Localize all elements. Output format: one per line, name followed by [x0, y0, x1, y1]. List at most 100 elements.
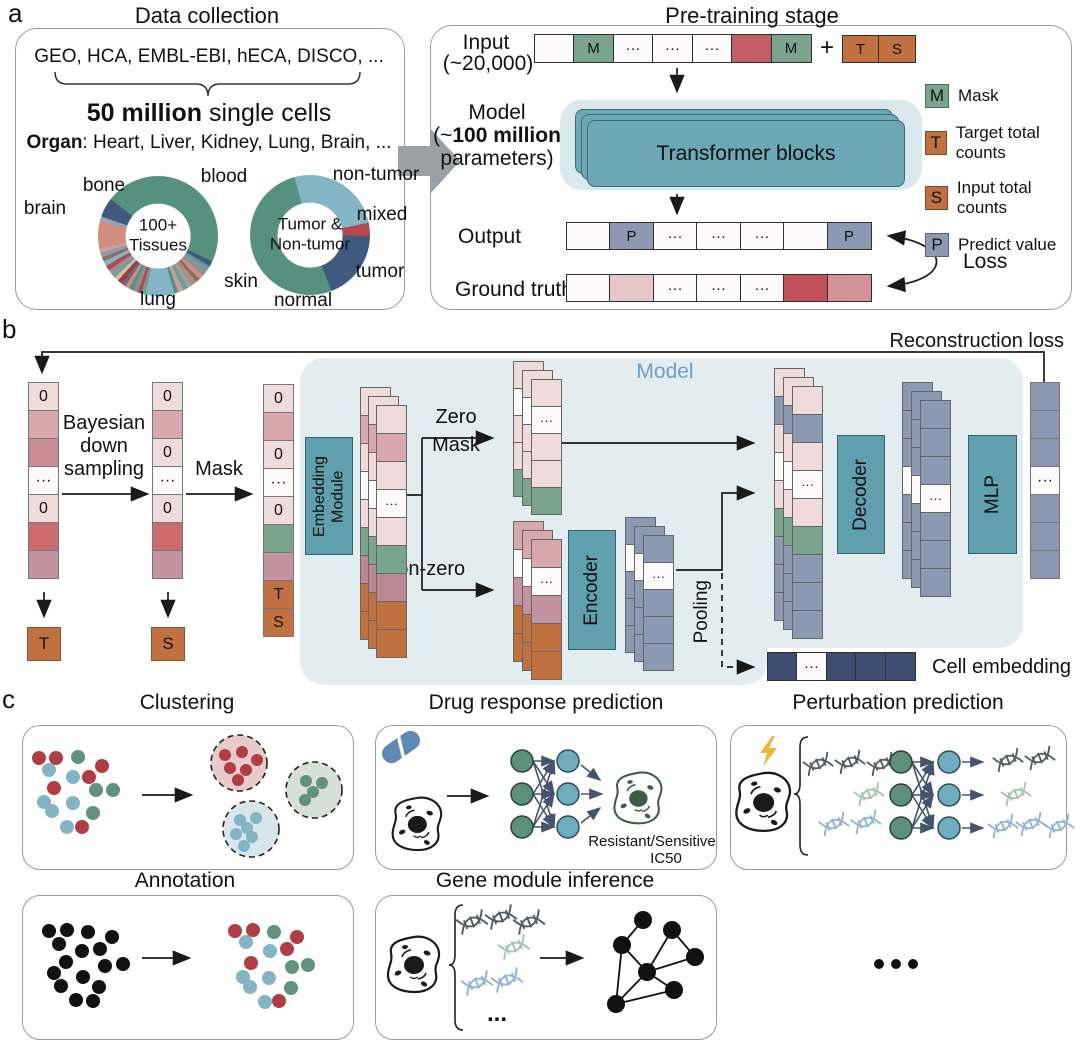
matrix-cell — [643, 616, 674, 644]
label-lung: lung — [140, 289, 176, 310]
pooling-label: Pooling — [691, 580, 712, 644]
matrix-cell — [826, 274, 872, 302]
matrix-cell — [152, 522, 183, 551]
legend-swatch: P — [925, 233, 949, 257]
annotation-box — [22, 895, 354, 1040]
matrix-cell: P — [826, 222, 872, 250]
cell-count: 50 million single cells — [87, 99, 332, 128]
downsampled-column: 0 0 ··· 0 — [152, 382, 183, 579]
output-label: Output — [458, 225, 522, 248]
perturbation-box — [730, 725, 1067, 870]
stack-layer: ··· — [792, 386, 823, 639]
stack-layer: ··· — [376, 405, 407, 658]
input-label: Input — [462, 31, 510, 54]
resistant-sensitive-label: Resistant/Sensitive — [588, 833, 716, 850]
matrix-cell — [1030, 522, 1060, 551]
data-sources: GEO, HCA, EMBL-EBI, hECA, DISCO, ... — [34, 46, 384, 67]
matrix-cell — [152, 410, 183, 439]
model-label-2: (~100 million — [433, 124, 561, 147]
tissue-donut-center: 100+ Tissues — [129, 215, 187, 255]
legend-swatch: S — [925, 186, 948, 210]
tumor-donut-center: Tumor & Non-tumor — [269, 214, 351, 254]
drug-title: Drug response prediction — [428, 691, 664, 714]
matrix-cell: ··· — [612, 34, 654, 63]
model-label-3: parameters) — [440, 147, 554, 170]
legend-label: Predict value — [958, 235, 1057, 254]
organ-list: Organ: Heart, Liver, Kidney, Lung, Brain… — [26, 132, 391, 154]
t-token: T — [27, 627, 61, 661]
gene-module-box — [375, 895, 717, 1040]
legend-item: P Predict value — [925, 233, 1080, 257]
matrix-cell: ··· — [531, 567, 562, 596]
matrix-cell — [920, 400, 951, 429]
label-tumor: tumor — [355, 261, 405, 282]
input-row: M ··· ··· ··· M — [533, 34, 812, 63]
matrix-cell — [609, 274, 654, 302]
matrix-cell — [531, 595, 562, 624]
more-tasks-ellipsis — [874, 959, 918, 969]
stack-layer: ··· — [643, 535, 674, 671]
label-brain: brain — [23, 198, 67, 219]
panel-a-label: a — [8, 0, 23, 28]
legend-item: M Mask — [925, 84, 1080, 108]
matrix-cell — [643, 643, 674, 671]
bayesian-label-1: Bayesian — [62, 412, 146, 434]
bayesian-label-2: down — [80, 435, 128, 457]
output-row: P ··· ··· ··· P — [565, 222, 872, 250]
matrix-cell — [376, 601, 407, 630]
clustering-title: Clustering — [139, 691, 235, 714]
label-normal: normal — [273, 290, 333, 311]
legend-label: Mask — [958, 86, 999, 105]
matrix-cell — [376, 573, 407, 602]
matrix-cell — [1030, 410, 1060, 439]
matrix-cell — [531, 379, 562, 407]
matrix-cell — [376, 545, 407, 574]
zero-label-1: Zero — [435, 406, 477, 428]
matrix-cell — [792, 610, 823, 639]
matrix-cell — [792, 554, 823, 583]
matrix-cell — [1030, 438, 1060, 467]
matrix-cell — [531, 651, 562, 680]
cell-count-bold: 50 million — [86, 99, 203, 127]
bayesian-label-3: sampling — [63, 458, 145, 480]
annotation-title: Annotation — [134, 869, 236, 892]
matrix-cell — [920, 456, 951, 485]
matrix-cell — [376, 405, 407, 434]
matrix-cell — [792, 498, 823, 527]
matrix-cell: T — [263, 580, 294, 609]
mask-label: Mask — [195, 458, 243, 480]
matrix-cell: P — [609, 222, 654, 250]
perturbation-title: Perturbation prediction — [792, 691, 1004, 714]
matrix-cell: ··· — [531, 406, 562, 434]
loss-label: Loss — [963, 250, 1008, 273]
matrix-cell: ··· — [792, 470, 823, 499]
panel-c-label: c — [2, 684, 15, 714]
model-label-1: Model — [468, 101, 526, 124]
matrix-cell: ··· — [696, 274, 741, 302]
legend-item: T Target total counts — [925, 123, 1080, 163]
cell-count-rest: single cells — [202, 99, 332, 127]
organ-rest: : Heart, Liver, Kidney, Lung, Brain, ... — [82, 132, 392, 153]
tumor-donut-hole — [277, 202, 343, 268]
matrix-cell — [792, 414, 823, 443]
matrix-cell: ··· — [376, 489, 407, 518]
stack-layer: ··· — [531, 539, 562, 680]
label-mixed: mixed — [356, 204, 408, 225]
matrix-cell — [376, 517, 407, 546]
data-collection-title: Data collection — [134, 3, 280, 28]
legend-label: Input total counts — [956, 178, 1032, 217]
matrix-cell — [792, 526, 823, 555]
matrix-cell: M — [770, 34, 812, 63]
matrix-cell: ··· — [652, 274, 698, 302]
stack-layer: ··· — [531, 379, 562, 515]
transformer-label: Transformer blocks — [656, 141, 836, 165]
legend-swatch: M — [925, 84, 949, 108]
matrix-cell: T — [841, 35, 880, 63]
matrix-cell: ··· — [920, 484, 951, 513]
matrix-cell: 0 — [152, 382, 183, 411]
matrix-cell — [565, 222, 611, 250]
matrix-cell — [884, 652, 916, 681]
matrix-cell: 0 — [263, 384, 294, 413]
matrix-cell — [643, 589, 674, 617]
matrix-cell — [783, 222, 828, 250]
